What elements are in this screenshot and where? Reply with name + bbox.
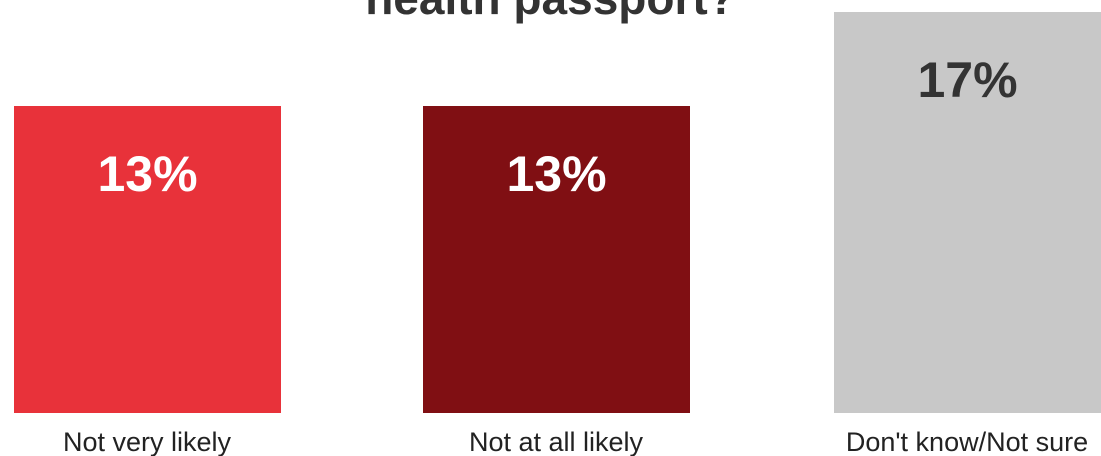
category-label: Not very likely [62,427,232,456]
bar-value-label: 17% [917,51,1018,108]
bar-value-label: 13% [506,146,607,202]
bar-value-label: 13% [97,146,198,202]
category-label: Don't know/Not sure [845,427,1089,456]
category-label: Not at all likely [468,427,644,456]
bar: 17% [834,11,1101,413]
chart-title: health passport? [0,0,1101,26]
bar: 13% [423,106,690,413]
bar: 13% [14,106,281,413]
